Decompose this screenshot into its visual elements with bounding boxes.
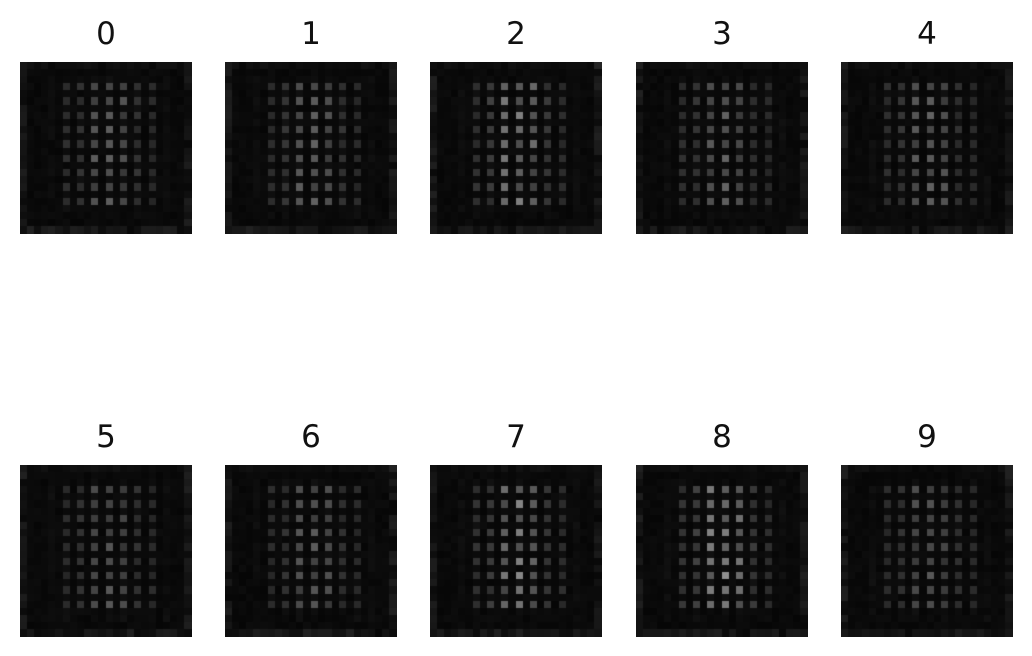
panel-title: 6 <box>301 419 321 455</box>
grayscale-image <box>225 62 397 234</box>
grayscale-image <box>636 62 808 234</box>
panel-title: 2 <box>506 16 526 52</box>
panel-title: 7 <box>506 419 526 455</box>
grayscale-image <box>225 465 397 637</box>
panel-title: 0 <box>96 16 116 52</box>
grayscale-image <box>841 62 1013 234</box>
grayscale-image <box>20 465 192 637</box>
grayscale-image <box>20 62 192 234</box>
panel-title: 5 <box>96 419 116 455</box>
panel-title: 3 <box>712 16 732 52</box>
panel-title: 1 <box>301 16 321 52</box>
grayscale-image <box>636 465 808 637</box>
panel-title: 9 <box>917 419 937 455</box>
panel-title: 4 <box>917 16 937 52</box>
grayscale-image <box>430 62 602 234</box>
panel-title: 8 <box>712 419 732 455</box>
grayscale-image <box>841 465 1013 637</box>
grayscale-image <box>430 465 602 637</box>
